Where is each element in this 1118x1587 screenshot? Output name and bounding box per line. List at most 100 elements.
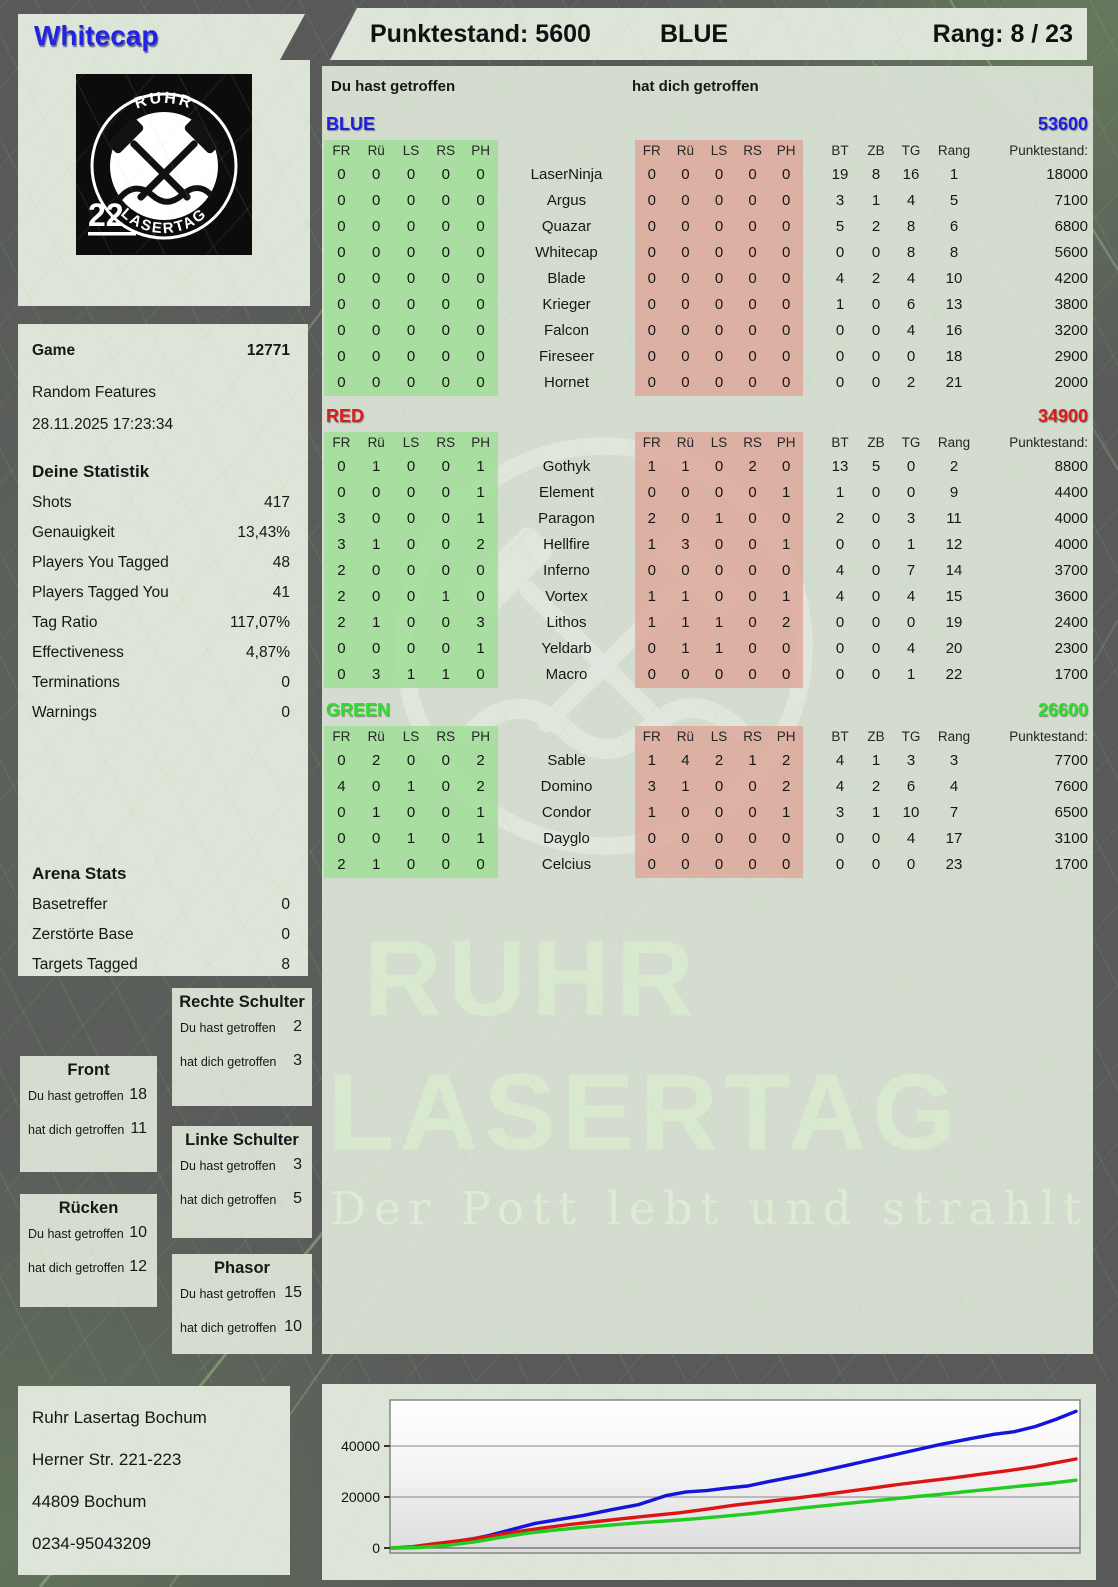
hit-column-header: LS xyxy=(710,729,728,744)
rank-cell: 23 xyxy=(945,856,963,873)
rank-cell: 10 xyxy=(945,270,963,287)
body-part-hit-you-row: hat dich getroffen 11 xyxy=(28,1120,149,1142)
hit-count-cell: 0 xyxy=(441,348,450,365)
hit-count-cell: 0 xyxy=(647,322,656,339)
hit-count-cell: 0 xyxy=(748,192,757,209)
game-label: Game xyxy=(32,342,76,359)
arena-stat-row-label: Basetreffer xyxy=(32,896,108,913)
hit-count-cell: 0 xyxy=(476,348,485,365)
game-row: Game 12771 xyxy=(18,336,308,365)
hit-column-header: FR xyxy=(642,143,661,158)
you-hit-value: 15 xyxy=(284,1284,302,1301)
zb-column-header: ZB xyxy=(867,729,885,744)
you-hit-cells: FR Rü LS RS PH xyxy=(324,432,498,454)
you-hit-cells: 0 3 1 1 0 xyxy=(324,662,498,688)
you-hit-cells: FR Rü LS RS PH xyxy=(324,726,498,748)
hit-count-cell: 0 xyxy=(406,804,416,821)
stat-row-value: 417 xyxy=(264,494,290,511)
hit-count-cell: 1 xyxy=(681,640,690,657)
hit-count-cell: 1 xyxy=(647,458,656,475)
chart-line-red xyxy=(390,1457,1078,1550)
hit-count-cell: 0 xyxy=(476,588,485,605)
body-part-title: Linke Schulter xyxy=(185,1131,299,1149)
body-part-panel-rechte-schulter: Rechte Schulter Du hast getroffen 2 hat dic… xyxy=(172,988,312,1106)
hit-count-cell: 0 xyxy=(647,374,656,391)
hit-count-cell: 0 xyxy=(406,536,416,553)
stat-row-value: 41 xyxy=(272,584,290,601)
player-name-cell: LaserNinja xyxy=(530,166,603,183)
rank-cell: 8 xyxy=(949,244,959,261)
basetreffer-cell: 5 xyxy=(835,218,845,235)
player-name-panel: Whitecap RUHR xyxy=(18,14,310,306)
hit-count-cell: 0 xyxy=(782,166,791,183)
hit-count-cell: 0 xyxy=(782,218,791,235)
hit-you-cells: FR Rü LS RS PH xyxy=(635,726,803,748)
you-hit-cells: 0 0 0 0 0 xyxy=(324,162,498,188)
you-hit-label: Du hast getroffen xyxy=(28,1227,124,1241)
hit-count-cell: 0 xyxy=(337,804,346,821)
hit-count-cell: 0 xyxy=(748,244,757,261)
your-stats-title: Deine Statistik xyxy=(32,462,150,481)
hit-count-cell: 0 xyxy=(681,348,690,365)
zerstoerte-base-cell: 1 xyxy=(871,804,881,821)
player-row: 0 0 0 0 0 Blade 0 0 0 0 0 4 2 4 10 4200 xyxy=(322,266,1093,292)
basetreffer-cell: 0 xyxy=(835,640,845,657)
points-cell: 6800 xyxy=(1054,218,1088,235)
targets-cell: 4 xyxy=(906,640,916,657)
player-row: 0 3 1 1 0 Macro 0 0 0 0 0 0 0 1 22 1700 xyxy=(322,662,1093,688)
team-name-label: RED xyxy=(326,406,365,426)
rank-cell: 14 xyxy=(945,562,963,579)
hit-count-cell: 0 xyxy=(748,666,757,683)
player-row: 0 0 0 0 0 Hornet 0 0 0 0 0 0 0 2 21 2000 xyxy=(322,370,1093,396)
hit-you-cells: 0 0 0 0 0 xyxy=(635,240,803,266)
you-hit-cells: 2 1 0 0 3 xyxy=(324,610,498,636)
basetreffer-cell: 4 xyxy=(835,588,845,605)
hit-column-header: LS xyxy=(710,435,728,450)
hit-count-cell: 1 xyxy=(714,640,724,657)
zerstoerte-base-cell: 0 xyxy=(871,588,881,605)
you-hit-value: 10 xyxy=(129,1224,147,1241)
body-part-you-hit-row: Du hast getroffen 3 xyxy=(180,1156,304,1178)
hit-you-cells: 0 0 0 0 0 xyxy=(635,344,803,370)
points-cell: 3200 xyxy=(1054,322,1088,339)
chart-line-green xyxy=(390,1478,1078,1550)
stat-row: Players You Tagged 48 xyxy=(18,548,308,578)
hit-you-cells: 0 0 0 0 0 xyxy=(635,318,803,344)
points-cell: 4400 xyxy=(1054,484,1088,501)
hit-count-cell: 0 xyxy=(748,640,757,657)
hit-count-cell: 0 xyxy=(681,244,690,261)
stat-row-value: 48 xyxy=(272,554,290,571)
stat-row-label: Shots xyxy=(32,494,72,511)
rank-cell: 7 xyxy=(949,804,959,821)
rank-cell: 17 xyxy=(945,830,963,847)
ruhr-lasertag-logo-icon: RUHR LASERTAG 22 xyxy=(88,90,238,240)
zerstoerte-base-cell: 0 xyxy=(871,374,881,391)
hit-you-cells: 1 1 0 0 1 xyxy=(635,584,803,610)
stat-row: Shots 417 xyxy=(18,488,308,518)
player-name-cell: Gothyk xyxy=(542,458,591,475)
player-name-cell: Inferno xyxy=(543,562,590,579)
scoreboard-panel: RUHR LASERTAG Der Pott lebt und strahlt … xyxy=(322,66,1093,1354)
hit-count-cell: 0 xyxy=(748,562,757,579)
rank-cell: 13 xyxy=(945,296,963,313)
you-hit-cells: 0 0 0 0 1 xyxy=(324,636,498,662)
arena-stat-row-value: 0 xyxy=(281,896,290,913)
hit-count-cell: 0 xyxy=(476,562,485,579)
you-hit-cells: 0 0 0 0 0 xyxy=(324,292,498,318)
address-line: 0234-95043209 xyxy=(32,1534,152,1553)
player-name-cell: Fireseer xyxy=(538,348,594,365)
hit-you-label: hat dich getroffen xyxy=(180,1193,277,1207)
hit-count-cell: 4 xyxy=(681,752,690,769)
hit-count-cell: 0 xyxy=(647,562,656,579)
player-name-cell: Condor xyxy=(541,804,592,821)
hit-you-block-bg xyxy=(635,726,803,878)
hit-count-cell: 1 xyxy=(681,458,690,475)
your-stats-list: Shots 417 Genauigkeit 13,43% Players You Tag… xyxy=(18,488,308,728)
you-hit-cells: FR Rü LS RS PH xyxy=(324,140,498,162)
hit-count-cell: 2 xyxy=(337,588,346,605)
hit-count-cell: 0 xyxy=(714,244,724,261)
hit-count-cell: 0 xyxy=(476,374,485,391)
hit-count-cell: 0 xyxy=(782,830,791,847)
basetreffer-cell: 4 xyxy=(835,778,845,795)
arena-stat-row: Basetreffer 0 xyxy=(18,890,308,920)
